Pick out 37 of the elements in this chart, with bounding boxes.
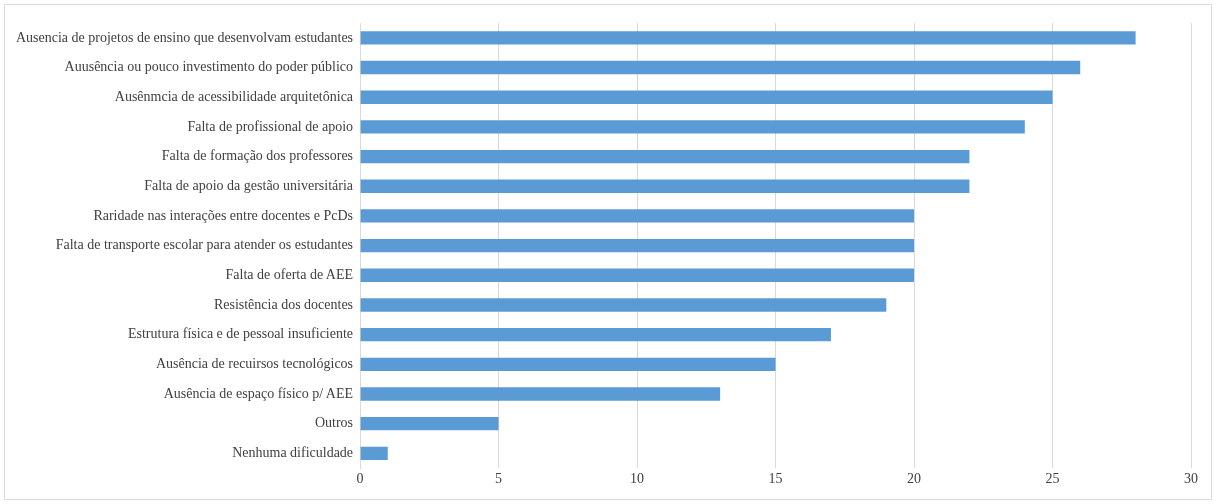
y-tick-label: Resistência dos docentes [213,296,354,312]
x-tick-label: 10 [630,471,645,487]
y-tick-label: Auusência ou pouco investimento do poder público [64,59,354,75]
y-tick-label: Estrutura física e de pessoal insuficiente [127,326,354,342]
x-tick-label: 0 [356,471,364,487]
x-tick-label: 15 [768,471,783,487]
bar [360,387,721,401]
y-tick-label: Ausência de recuirsos tecnológicos [155,355,354,371]
y-tick-label: Outros [314,415,354,431]
bar [360,238,915,253]
y-tick-label: Falta de oferta de AEE [225,266,354,282]
y-tick-label: Falta de profissional de apoio [187,118,354,134]
x-tick-label: 5 [495,471,503,487]
y-tick-label: Nenhuma dificuldade [232,445,354,461]
bar [360,120,1025,134]
y-tick-label: Raridade nas interações entre docentes e PcDs [93,207,354,223]
bar [360,60,1081,75]
bar [360,446,388,461]
bar [360,268,915,282]
y-tick-label: Falta de apoio da gestão universitária [144,177,354,193]
x-tick-label: 30 [1184,471,1198,487]
y-tick-label: Ausência de espaço físico p/ AEE [163,385,354,401]
bar [360,298,887,312]
bar [360,209,915,223]
bar [360,90,1053,104]
x-tick-label: 20 [907,471,922,487]
bar [360,149,970,164]
y-tick-label: Falta de formação dos professores [161,148,354,164]
bar [360,179,970,193]
y-tick-label: Ausencia de projetos de ensino que desenvolvam estudantes [16,29,354,45]
y-tick-label: Ausênmcia de acessibilidade arquitetônica [114,88,354,104]
bar [360,327,831,342]
bar [360,417,499,431]
x-tick-label: 25 [1045,471,1060,487]
y-tick-label: Falta de transporte escolar para atender os estudantes [55,237,354,253]
bar [360,31,1136,45]
bar [360,357,776,371]
